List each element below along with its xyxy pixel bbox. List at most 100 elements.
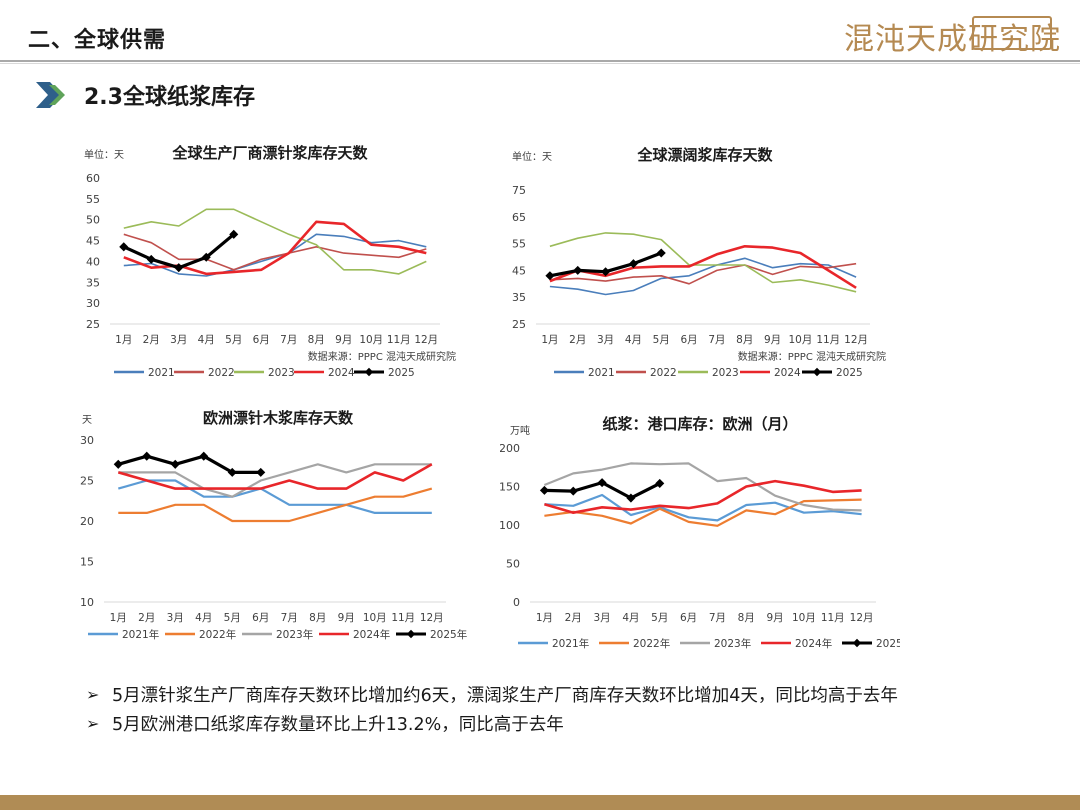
- x-tick-label: 6月: [680, 612, 697, 624]
- unit-label: 单位：天: [84, 148, 124, 161]
- y-tick-label: 25: [512, 318, 526, 331]
- y-tick-label: 60: [86, 172, 100, 185]
- series-line-2021: [123, 233, 427, 277]
- chart-svg: 全球生产厂商漂针浆库存天数 单位：天 25 30 35 40 45 50 55 60 1月 2月 3月 4…: [84, 144, 456, 379]
- y-tick-label: 45: [512, 264, 526, 277]
- bullet-arrow-icon: ➢: [86, 685, 100, 704]
- brand-logo: 混沌天成研究院: [844, 14, 1060, 57]
- x-tick-label: 4月: [622, 612, 639, 624]
- data-point: [573, 265, 583, 275]
- bullet-item: ➢ 5月欧洲港口纸浆库存数量环比上升13.2%，同比高于去年: [86, 709, 1076, 738]
- data-point: [199, 451, 209, 461]
- x-tick-label: 4月: [625, 334, 642, 346]
- legend-label: 2021年: [552, 637, 589, 650]
- x-tick-label: 11月: [816, 334, 840, 346]
- series-line-2022年: [544, 498, 862, 527]
- x-tick-label: 6月: [680, 334, 697, 346]
- footer-bar: [0, 795, 1080, 810]
- x-tick-label: 12月: [420, 612, 444, 624]
- x-tick-label: 7月: [281, 612, 298, 624]
- y-tick-label: 75: [512, 184, 526, 197]
- y-tick-label: 15: [80, 556, 94, 569]
- x-tick-label: 3月: [167, 612, 184, 624]
- x-tick-label: 11月: [821, 612, 845, 624]
- legend-label: 2024年: [795, 637, 832, 650]
- legend-label: 2023年: [714, 637, 751, 650]
- x-tick-label: 4月: [195, 612, 212, 624]
- legend-label: 2022: [650, 367, 677, 379]
- logo-text: 混沌天成研究院: [844, 22, 1061, 57]
- chart-europe-nbsk-inventory: 欧洲漂针木浆库存天数 天 10 15 20 25 30 1月 2月 3月 4月 5月 6月 7月 8月 9月 1…: [70, 402, 470, 658]
- data-point: [656, 248, 666, 258]
- x-tick-label: 5月: [225, 334, 242, 346]
- series-line-2022: [549, 262, 857, 285]
- legend-label: 2023: [268, 367, 295, 379]
- x-tick-label: 5月: [653, 334, 670, 346]
- legend-label: 2025: [836, 367, 863, 379]
- series-line-2024年: [544, 479, 862, 514]
- unit-label: 万吨: [510, 424, 530, 437]
- y-tick-label: 40: [86, 255, 100, 268]
- x-tick-label: 7月: [280, 334, 297, 346]
- chart-title: 欧洲漂针木浆库存天数: [203, 409, 354, 427]
- chart-svg: 全球漂阔浆库存天数 单位：天 25 35 45 55 65 75 1月 2月 3月 4月 5月 6月 7月 8…: [512, 146, 886, 379]
- x-tick-label: 5月: [651, 612, 668, 624]
- y-tick-label: 45: [86, 235, 100, 248]
- series-line-2022: [123, 233, 427, 271]
- chart-europe-port-inventory: 纸浆：港口库存：欧洲（月） 万吨 0 50 100 150 200 1月 2月 3月 4月 5月 6月 7…: [500, 402, 900, 658]
- legend-label: 2024年: [353, 628, 390, 641]
- x-tick-label: 12月: [850, 612, 874, 624]
- legend-marker: [406, 629, 416, 639]
- chevron-right-icon: [36, 82, 65, 108]
- x-tick-label: 3月: [593, 612, 610, 624]
- legend-label: 2025年: [876, 637, 900, 650]
- series-line-2022年: [118, 487, 433, 523]
- data-point: [597, 478, 607, 488]
- y-tick-label: 50: [86, 214, 100, 227]
- y-tick-label: 55: [86, 193, 100, 206]
- x-tick-label: 11月: [391, 612, 415, 624]
- x-tick-label: 2月: [138, 612, 155, 624]
- series-line-2021年: [117, 479, 432, 515]
- series-line-2023: [123, 208, 427, 275]
- data-point: [601, 267, 611, 277]
- subtitle: 2.3全球纸浆库存: [84, 85, 255, 110]
- chart-title: 纸浆：港口库存：欧洲（月）: [602, 415, 797, 433]
- x-tick-label: 1月: [541, 334, 558, 346]
- source-note: 数据来源：PPPC 混沌天成研究院: [308, 350, 456, 363]
- chart-hardwood-inventory: 全球漂阔浆库存天数 单位：天 25 35 45 55 65 75 1月 2月 3月 4月 5月 6月 7月 8…: [500, 136, 900, 392]
- x-tick-label: 12月: [844, 334, 868, 346]
- y-tick-label: 25: [80, 475, 94, 488]
- x-tick-label: 2月: [143, 334, 160, 346]
- x-tick-label: 8月: [736, 334, 753, 346]
- x-tick-label: 8月: [309, 612, 326, 624]
- header-divider-light: [0, 63, 1080, 64]
- x-tick-label: 9月: [766, 612, 783, 624]
- series-line-2023年: [543, 462, 862, 512]
- data-point: [142, 451, 152, 461]
- legend-label: 2021: [148, 367, 175, 379]
- x-tick-label: 1月: [110, 612, 127, 624]
- legend-label: 2024: [774, 367, 801, 379]
- x-tick-label: 10月: [792, 612, 816, 624]
- y-tick-label: 0: [513, 596, 520, 609]
- chart-nbsk-producer-inventory: 全球生产厂商漂针浆库存天数 单位：天 25 30 35 40 45 50 55 60 1月 2月 3月 4…: [70, 136, 470, 392]
- data-point: [113, 459, 123, 469]
- x-tick-label: 6月: [253, 334, 270, 346]
- legend-label: 2023年: [276, 628, 313, 641]
- y-tick-label: 150: [500, 481, 520, 494]
- unit-label: 天: [82, 415, 92, 426]
- legend-label: 2021: [588, 367, 615, 379]
- y-tick-label: 100: [500, 519, 520, 532]
- legend-label: 2022: [208, 367, 235, 379]
- data-point: [539, 485, 549, 495]
- legend-label: 2023: [712, 367, 739, 379]
- chart-title: 全球生产厂商漂针浆库存天数: [171, 144, 368, 162]
- x-tick-label: 12月: [414, 334, 438, 346]
- series-line-2021年: [544, 493, 862, 522]
- data-point: [256, 467, 266, 477]
- y-tick-label: 10: [80, 596, 94, 609]
- bullet-text: 5月漂针浆生产厂商库存天数环比增加约6天，漂阔浆生产厂商库存天数环比增加4天，同…: [112, 686, 898, 706]
- x-tick-label: 11月: [387, 334, 411, 346]
- x-tick-label: 1月: [115, 334, 132, 346]
